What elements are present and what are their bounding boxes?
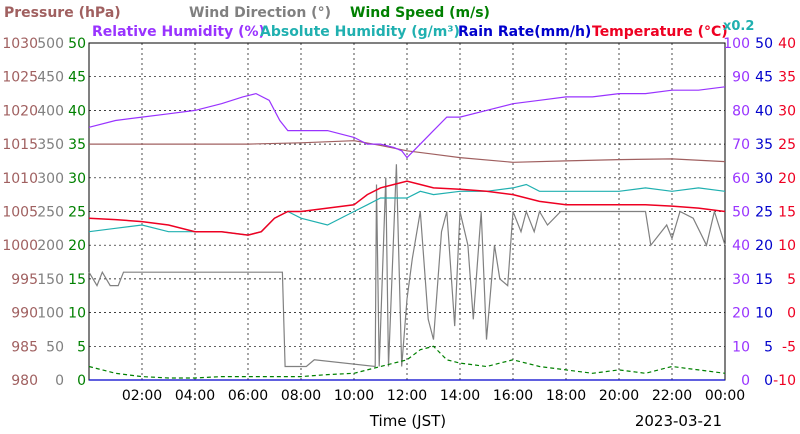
y-tick-rain_rate: 45 (755, 70, 773, 86)
date-label: 2023-03-21 (635, 412, 722, 430)
y-tick-wind_direction: 450 (37, 70, 64, 86)
y-tick-relative_humidity: 70 (732, 137, 750, 153)
y-tick-relative_humidity: 30 (732, 272, 750, 288)
y-tick-relative_humidity: 100 (723, 36, 750, 52)
x-tick-label: 14:00 (440, 388, 480, 404)
x-tick-label: 22:00 (652, 388, 692, 404)
y-tick-rain_rate: 30 (755, 171, 773, 187)
y-tick-wind_direction: 250 (37, 205, 64, 221)
y-tick-relative_humidity: 80 (732, 103, 750, 119)
y-tick-relative_humidity: 0 (741, 373, 750, 389)
y-tick-pressure: 1015 (2, 137, 38, 153)
y-tick-pressure: 1005 (2, 205, 38, 221)
y-tick-wind_speed: 5 (77, 339, 86, 355)
x-tick-label: 06:00 (228, 388, 268, 404)
x-tick-label: 20:00 (599, 388, 639, 404)
y-tick-pressure: 995 (11, 272, 38, 288)
series-line-relative_humidity (88, 86, 726, 159)
y-tick-temperature: 30 (778, 103, 796, 119)
y-tick-pressure: 985 (11, 339, 38, 355)
y-tick-wind_speed: 50 (68, 36, 86, 52)
y-tick-wind_direction: 0 (55, 373, 64, 389)
y-tick-pressure: 1010 (2, 171, 38, 187)
y-tick-rain_rate: 15 (755, 272, 773, 288)
y-tick-wind_speed: 25 (68, 205, 86, 221)
y-tick-relative_humidity: 90 (732, 70, 750, 86)
y-tick-wind_speed: 20 (68, 238, 86, 254)
y-tick-relative_humidity: 10 (732, 339, 750, 355)
y-tick-rain_rate: 40 (755, 103, 773, 119)
y-tick-rain_rate: 10 (755, 306, 773, 322)
y-tick-wind_direction: 100 (37, 306, 64, 322)
legend-rain-rate: Rain Rate(mm/h) (458, 24, 591, 40)
y-tick-wind_direction: 350 (37, 137, 64, 153)
y-tick-temperature: 15 (778, 205, 796, 221)
x-tick-label: 08:00 (281, 388, 321, 404)
x-tick-label: 02:00 (122, 388, 162, 404)
scale-note: x0.2 (723, 19, 754, 34)
y-tick-relative_humidity: 50 (732, 205, 750, 221)
series-line-pressure (89, 140, 726, 163)
y-tick-wind_speed: 15 (68, 272, 86, 288)
y-tick-temperature: 10 (778, 238, 796, 254)
x-tick-label: 12:00 (387, 388, 427, 404)
y-tick-relative_humidity: 60 (732, 171, 750, 187)
y-tick-pressure: 1020 (2, 103, 38, 119)
y-tick-rain_rate: 50 (755, 36, 773, 52)
series-line-wind_speed (88, 345, 726, 379)
y-tick-temperature: -10 (773, 373, 796, 389)
y-tick-relative_humidity: 40 (732, 238, 750, 254)
y-tick-rain_rate: 35 (755, 137, 773, 153)
y-tick-pressure: 980 (11, 373, 38, 389)
x-tick-label: 04:00 (175, 388, 215, 404)
y-tick-pressure: 990 (11, 306, 38, 322)
y-tick-wind_direction: 150 (37, 272, 64, 288)
y-tick-temperature: 25 (778, 137, 796, 153)
y-tick-wind_speed: 10 (68, 306, 86, 322)
y-tick-temperature: 5 (787, 272, 796, 288)
y-tick-wind_speed: 30 (68, 171, 86, 187)
y-tick-rain_rate: 0 (764, 373, 773, 389)
x-tick-label: 18:00 (546, 388, 586, 404)
series-line-temperature (88, 180, 726, 236)
y-tick-pressure: 1030 (2, 36, 38, 52)
y-tick-temperature: 0 (787, 306, 796, 322)
y-tick-wind_speed: 0 (77, 373, 86, 389)
legend-absolute-humidity: Absolute Humidity (g/m³) (260, 24, 460, 40)
y-tick-wind_direction: 50 (46, 339, 64, 355)
y-tick-rain_rate: 5 (764, 339, 773, 355)
x-axis-label: Time (JST) (369, 412, 446, 430)
x-tick-label: 00:00 (705, 388, 745, 404)
y-tick-rain_rate: 25 (755, 205, 773, 221)
y-tick-temperature: 20 (778, 171, 796, 187)
y-tick-wind_speed: 45 (68, 70, 86, 86)
legend-wind-speed: Wind Speed (m/s) (350, 5, 490, 21)
y-tick-wind_direction: 400 (37, 103, 64, 119)
series-layer (88, 86, 726, 381)
y-tick-temperature: -5 (782, 339, 796, 355)
y-tick-wind_direction: 500 (37, 36, 64, 52)
y-tick-relative_humidity: 20 (732, 306, 750, 322)
y-tick-pressure: 1000 (2, 238, 38, 254)
legend-pressure: Pressure (hPa) (4, 5, 121, 21)
y-tick-rain_rate: 20 (755, 238, 773, 254)
y-tick-temperature: 40 (778, 36, 796, 52)
y-tick-pressure: 1025 (2, 70, 38, 86)
y-tick-wind_direction: 200 (37, 238, 64, 254)
x-tick-label: 10:00 (334, 388, 374, 404)
y-tick-wind_speed: 40 (68, 103, 86, 119)
series-line-wind_direction (88, 164, 726, 368)
legend-relative-humidity: Relative Humidity (%) (92, 24, 265, 40)
y-tick-temperature: 35 (778, 70, 796, 86)
legend-wind-direction: Wind Direction (°) (189, 5, 331, 21)
legend-temperature: Temperature (°C) (592, 24, 728, 40)
x-tick-label: 16:00 (493, 388, 533, 404)
y-tick-wind_direction: 300 (37, 171, 64, 187)
y-tick-wind_speed: 35 (68, 137, 86, 153)
